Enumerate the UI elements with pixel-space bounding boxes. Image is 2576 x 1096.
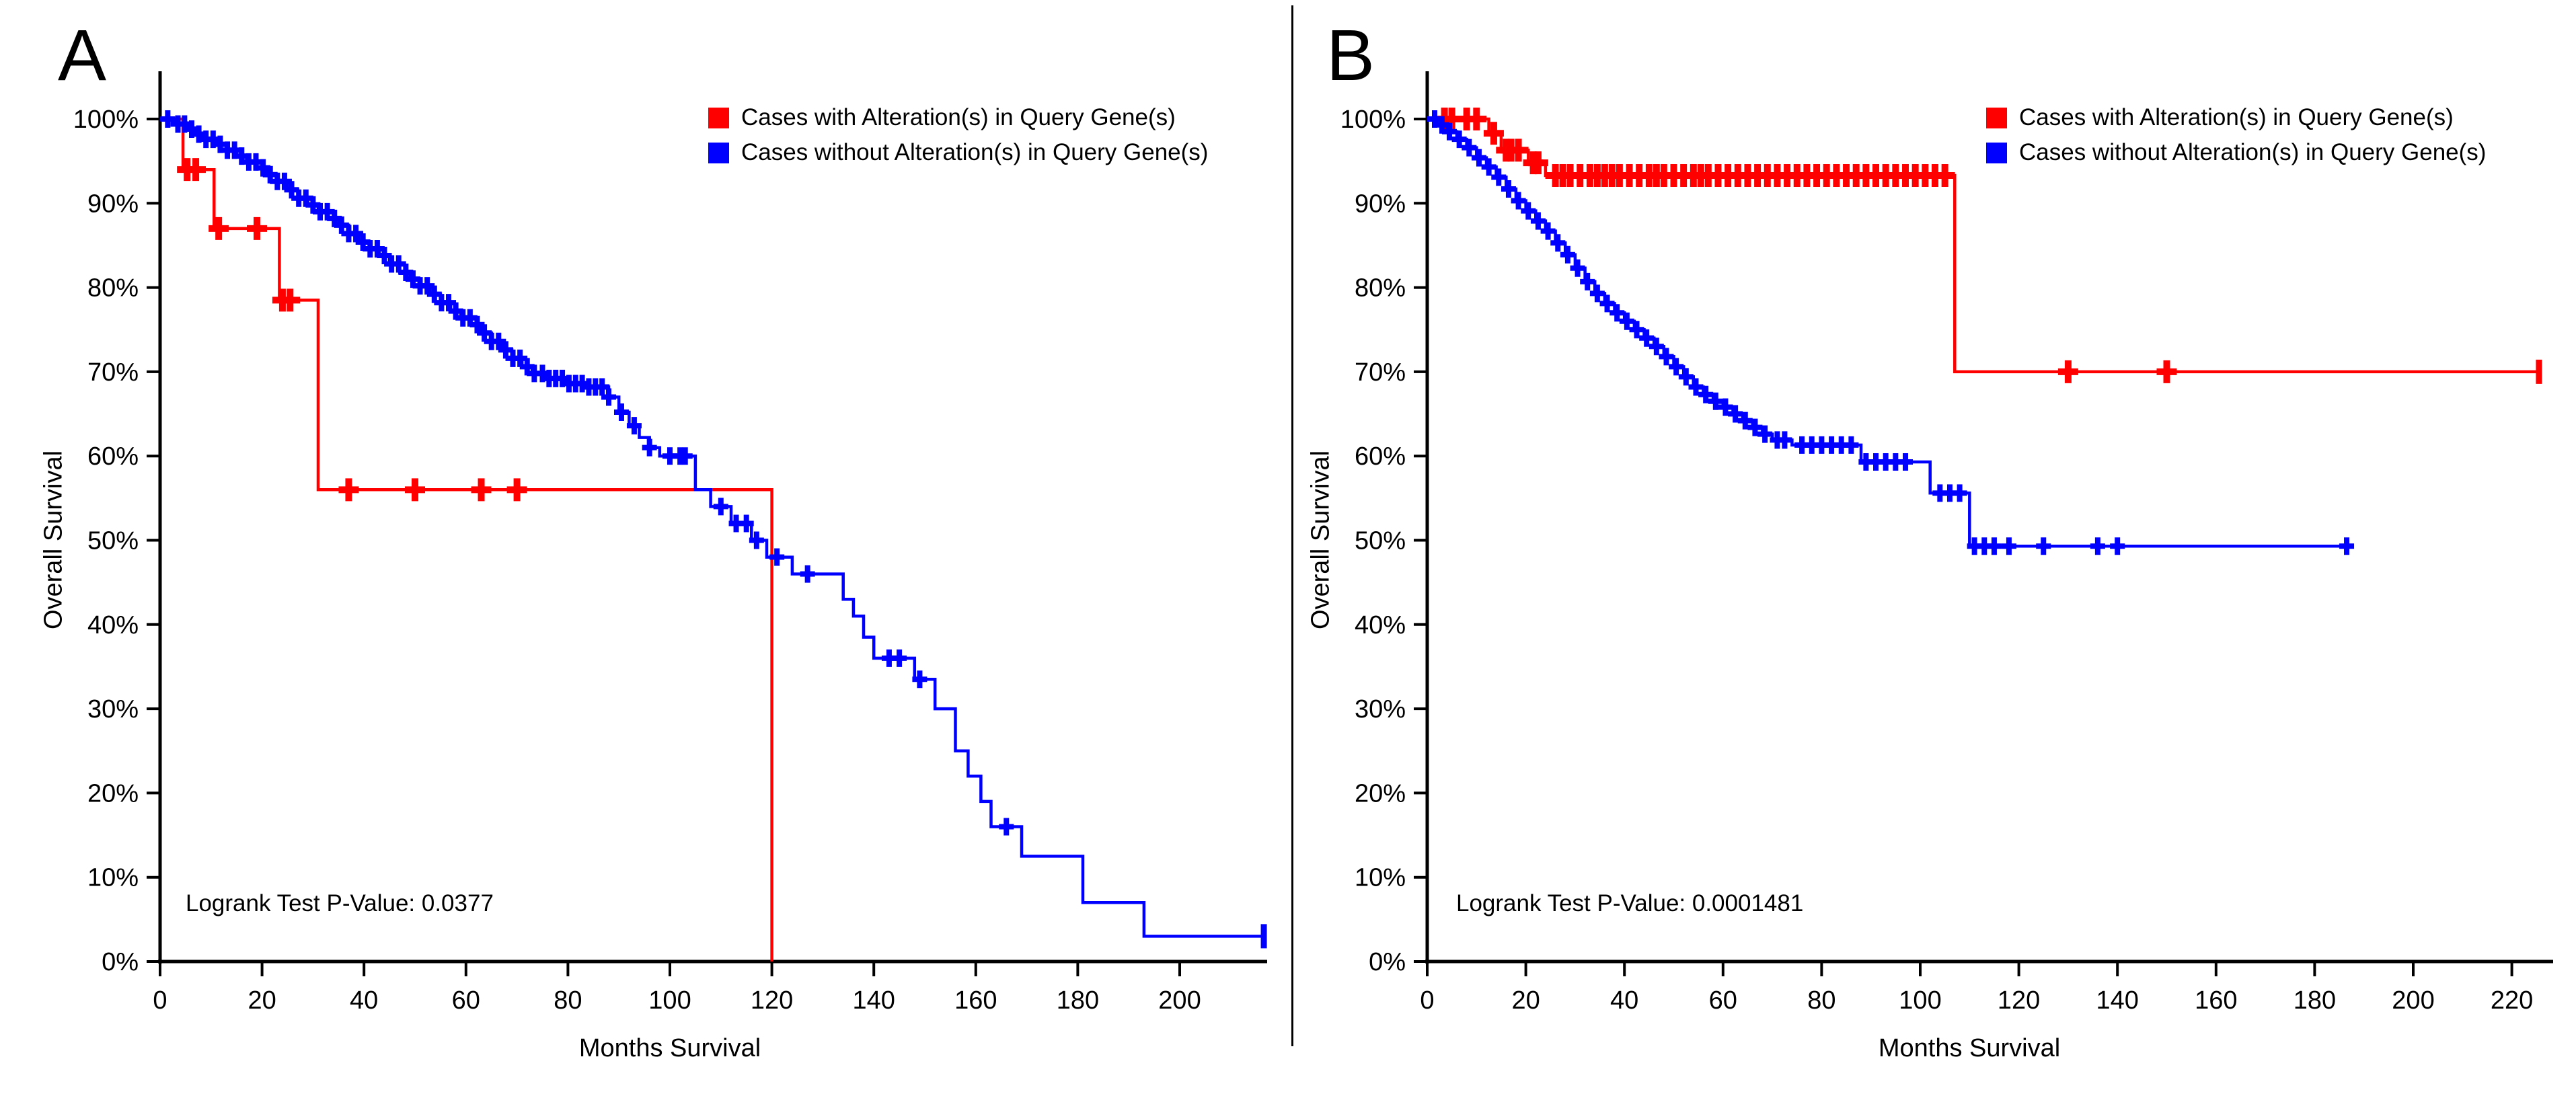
panel-a-y-axis-title: Overall Survival xyxy=(39,450,68,630)
y-tick-label: 60% xyxy=(87,442,139,471)
y-tick-label: 80% xyxy=(87,274,139,303)
x-tick-label: 160 xyxy=(954,986,997,1015)
y-tick-label: 90% xyxy=(1355,190,1406,218)
panel-a-x-axis-title: Months Survival xyxy=(578,1034,761,1062)
x-tick-label: 120 xyxy=(751,986,793,1015)
panel-a-logrank-pvalue: Logrank Test P-Value: 0.0377 xyxy=(186,890,494,916)
y-tick-label: 70% xyxy=(1355,358,1406,387)
y-tick-label: 70% xyxy=(87,358,139,387)
legend-label: Cases without Alteration(s) in Query Gen… xyxy=(741,139,1209,165)
y-tick-label: 40% xyxy=(1355,611,1406,639)
panel-b-letter: B xyxy=(1326,14,1375,95)
x-tick-label: 60 xyxy=(1709,986,1737,1015)
x-tick-label: 180 xyxy=(1057,986,1099,1015)
x-tick-label: 220 xyxy=(2491,986,2533,1015)
km-curve xyxy=(160,117,773,962)
y-tick-label: 0% xyxy=(1369,948,1406,976)
x-tick-label: 200 xyxy=(1158,986,1201,1015)
y-tick-label: 50% xyxy=(87,527,139,555)
y-tick-label: 50% xyxy=(1355,527,1406,555)
panel-a-legend: Cases with Alteration(s) in Query Gene(s… xyxy=(708,104,1209,165)
y-tick-label: 100% xyxy=(73,106,139,134)
legend-item-unaltered: Cases without Alteration(s) in Query Gen… xyxy=(1986,139,2487,165)
unaltered-swatch-icon xyxy=(1986,142,2007,163)
unaltered-swatch-icon xyxy=(708,142,729,163)
legend-label: Cases with Alteration(s) in Query Gene(s… xyxy=(741,104,1176,130)
x-tick-label: 40 xyxy=(1610,986,1638,1015)
panel-a-letter: A xyxy=(58,14,107,95)
panel-b-x-axis-title: Months Survival xyxy=(1878,1034,2061,1062)
x-tick-label: 200 xyxy=(2392,986,2434,1015)
x-tick-label: 100 xyxy=(1899,986,1941,1015)
x-tick-label: 120 xyxy=(1998,986,2040,1015)
legend-item-unaltered: Cases without Alteration(s) in Query Gen… xyxy=(708,139,1209,165)
legend-item-altered: Cases with Alteration(s) in Query Gene(s… xyxy=(708,104,1208,130)
km-curve xyxy=(160,117,1264,938)
x-tick-label: 80 xyxy=(554,986,582,1015)
x-tick-label: 180 xyxy=(2294,986,2336,1015)
x-tick-label: 20 xyxy=(248,986,276,1015)
x-tick-label: 140 xyxy=(2096,986,2138,1015)
altered-swatch-icon xyxy=(708,107,729,128)
panel-b-logrank-pvalue: Logrank Test P-Value: 0.0001481 xyxy=(1456,890,1804,916)
y-tick-label: 10% xyxy=(87,864,139,892)
panel-b-legend: Cases with Alteration(s) in Query Gene(s… xyxy=(1986,104,2487,165)
y-tick-label: 20% xyxy=(1355,779,1406,808)
y-tick-label: 60% xyxy=(1355,442,1406,471)
y-tick-label: 100% xyxy=(1340,106,1406,134)
x-tick-label: 40 xyxy=(350,986,378,1015)
x-tick-label: 0 xyxy=(153,986,167,1015)
altered-swatch-icon xyxy=(1986,107,2007,128)
y-tick-label: 30% xyxy=(87,695,139,723)
x-tick-label: 160 xyxy=(2195,986,2237,1015)
x-tick-label: 60 xyxy=(452,986,480,1015)
y-tick-label: 40% xyxy=(87,611,139,639)
panel-divider xyxy=(1291,5,1293,1046)
y-tick-label: 80% xyxy=(1355,274,1406,303)
x-tick-label: 0 xyxy=(1420,986,1434,1015)
y-tick-label: 10% xyxy=(1355,864,1406,892)
legend-item-altered: Cases with Alteration(s) in Query Gene(s… xyxy=(1986,104,2486,130)
y-tick-label: 20% xyxy=(87,779,139,808)
y-tick-label: 0% xyxy=(102,948,139,976)
y-tick-label: 30% xyxy=(1355,695,1406,723)
x-tick-label: 20 xyxy=(1511,986,1540,1015)
legend-label: Cases without Alteration(s) in Query Gen… xyxy=(2019,139,2487,165)
panel-b-y-axis-title: Overall Survival xyxy=(1306,450,1335,630)
y-tick-label: 90% xyxy=(87,190,139,218)
x-tick-label: 80 xyxy=(1807,986,1835,1015)
legend-label: Cases with Alteration(s) in Query Gene(s… xyxy=(2019,104,2454,130)
x-tick-label: 100 xyxy=(648,986,691,1015)
x-tick-label: 140 xyxy=(852,986,895,1015)
